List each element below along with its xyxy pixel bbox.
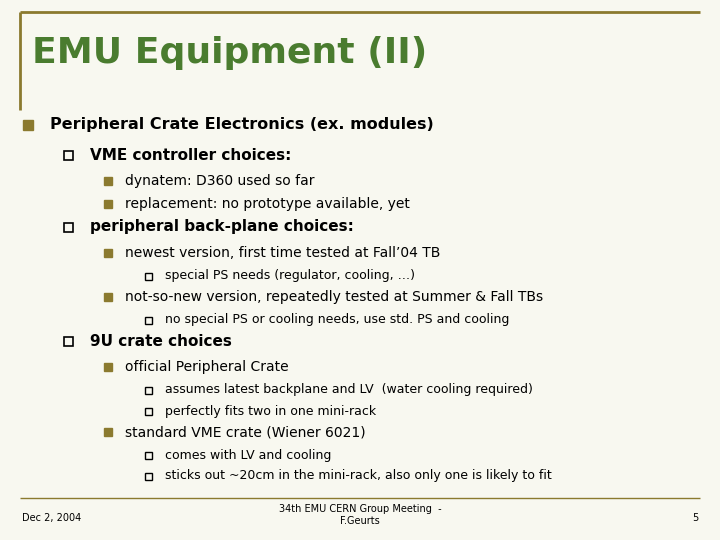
Bar [104, 293, 112, 301]
Bar [104, 428, 112, 436]
Text: Peripheral Crate Electronics (ex. modules): Peripheral Crate Electronics (ex. module… [50, 118, 433, 132]
Text: comes with LV and cooling: comes with LV and cooling [165, 449, 331, 462]
Text: no special PS or cooling needs, use std. PS and cooling: no special PS or cooling needs, use std.… [165, 314, 509, 327]
Text: Dec 2, 2004: Dec 2, 2004 [22, 513, 81, 523]
Bar [145, 273, 151, 280]
Text: peripheral back-plane choices:: peripheral back-plane choices: [90, 219, 354, 234]
Bar [63, 222, 73, 232]
Bar [104, 177, 112, 185]
Text: standard VME crate (Wiener 6021): standard VME crate (Wiener 6021) [125, 425, 366, 439]
Text: not-so-new version, repeatedly tested at Summer & Fall TBs: not-so-new version, repeatedly tested at… [125, 290, 543, 304]
Bar [145, 316, 151, 323]
Text: official Peripheral Crate: official Peripheral Crate [125, 360, 289, 374]
Bar [23, 120, 33, 130]
Text: perfectly fits two in one mini-rack: perfectly fits two in one mini-rack [165, 404, 376, 417]
Bar [63, 336, 73, 346]
Text: sticks out ~20cm in the mini-rack, also only one is likely to fit: sticks out ~20cm in the mini-rack, also … [165, 469, 552, 483]
Bar [145, 387, 151, 394]
Bar [145, 408, 151, 415]
Bar [104, 363, 112, 371]
Text: 5: 5 [692, 513, 698, 523]
Bar [145, 472, 151, 480]
Text: special PS needs (regulator, cooling, …): special PS needs (regulator, cooling, …) [165, 269, 415, 282]
Text: EMU Equipment (II): EMU Equipment (II) [32, 36, 427, 70]
Text: dynatem: D360 used so far: dynatem: D360 used so far [125, 174, 315, 188]
Bar [63, 151, 73, 159]
Bar [104, 200, 112, 208]
Text: replacement: no prototype available, yet: replacement: no prototype available, yet [125, 197, 410, 211]
Text: 34th EMU CERN Group Meeting  -
F.Geurts: 34th EMU CERN Group Meeting - F.Geurts [279, 504, 441, 526]
Text: assumes latest backplane and LV  (water cooling required): assumes latest backplane and LV (water c… [165, 383, 533, 396]
Text: newest version, first time tested at Fall’04 TB: newest version, first time tested at Fal… [125, 246, 441, 260]
Text: VME controller choices:: VME controller choices: [90, 147, 292, 163]
Text: 9U crate choices: 9U crate choices [90, 334, 232, 348]
Bar [104, 249, 112, 257]
Bar [145, 451, 151, 458]
